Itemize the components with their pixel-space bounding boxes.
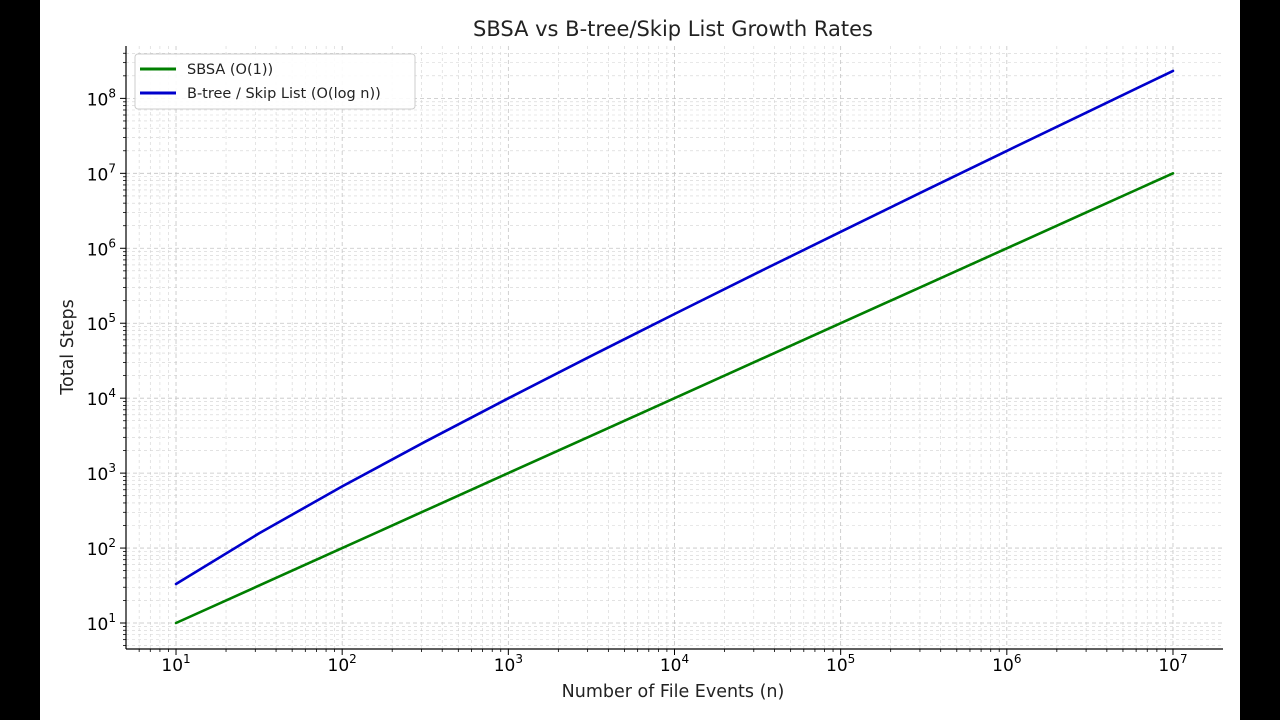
y-tick-label: 108 (87, 86, 116, 110)
figure-canvas: 101 102 103 104 105 106 107 101 102 103 104 105 106 1… (40, 0, 1240, 720)
x-tick-label: 101 (161, 652, 190, 676)
y-tick-label: 103 (87, 461, 116, 485)
y-axis-label: Total Steps (58, 299, 78, 395)
major-grid (126, 46, 1223, 649)
x-tick-label: 104 (660, 652, 689, 676)
series-line-btree (174, 69, 1175, 586)
x-tick-label: 107 (1158, 652, 1187, 676)
y-tick-label: 102 (87, 536, 116, 560)
tick-labels: 101 102 103 104 105 106 107 101 102 103 104 105 106 1… (87, 86, 1188, 676)
legend-box (134, 53, 416, 110)
x-tick-label: 102 (328, 652, 357, 676)
y-tick-label: 104 (87, 386, 116, 410)
chart-title: SBSA vs B-tree/Skip List Growth Rates (473, 17, 873, 41)
series-line-sbsa (174, 172, 1175, 625)
legend: SBSA (O(1)) B-tree / Skip List (O(log n)… (134, 53, 416, 110)
legend-label-sbsa: SBSA (O(1)) (187, 62, 273, 78)
y-tick-label: 106 (87, 236, 116, 260)
y-tick-label: 107 (87, 161, 116, 185)
x-tick-label: 105 (826, 652, 855, 676)
x-axis-label: Number of File Events (n) (562, 682, 785, 702)
ticks (120, 52, 1174, 655)
chart: 101 102 103 104 105 106 107 101 102 103 104 105 106 1… (58, 17, 1223, 702)
legend-label-btree: B-tree / Skip List (O(log n)) (187, 86, 381, 102)
y-tick-label: 101 (87, 611, 116, 635)
x-tick-label: 103 (494, 652, 523, 676)
y-tick-label: 105 (87, 311, 116, 335)
x-tick-label: 106 (992, 652, 1021, 676)
series-layer (174, 69, 1175, 625)
